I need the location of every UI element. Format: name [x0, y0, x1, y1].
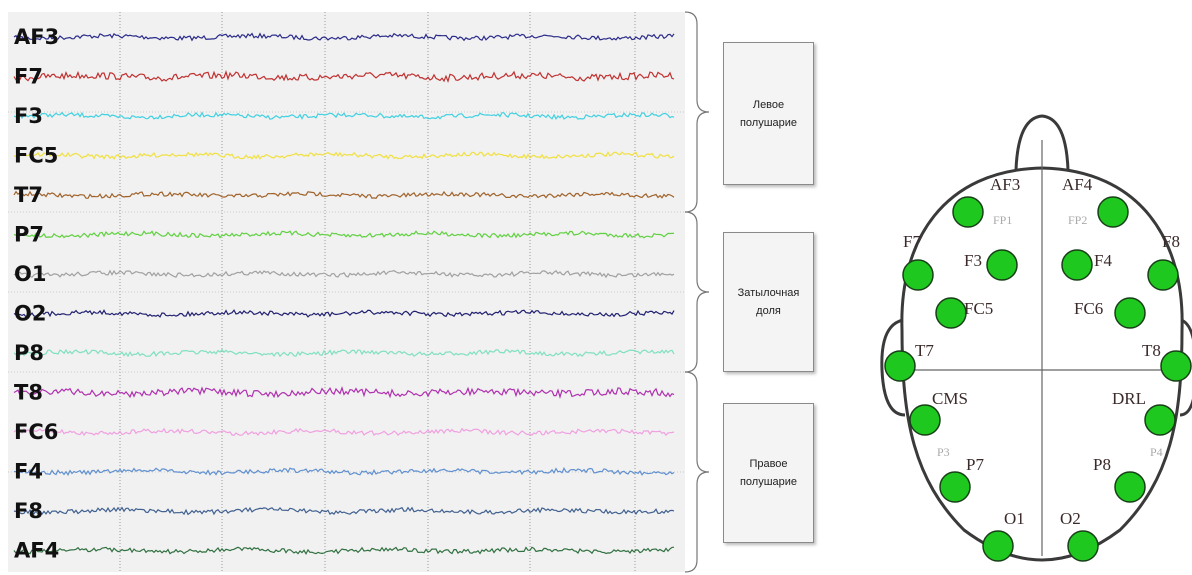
- eeg-trace: [13, 385, 675, 399]
- eeg-trace: [13, 467, 675, 477]
- eeg-trace: [13, 506, 675, 516]
- electrode-label: F3: [964, 251, 982, 270]
- electrode-label: F4: [1094, 251, 1112, 270]
- electrode: [1114, 297, 1146, 329]
- eeg-trace: [13, 69, 675, 84]
- eeg-trace: [13, 230, 674, 239]
- channel-label: T8: [14, 381, 43, 405]
- electrode: [1144, 404, 1176, 436]
- electrode: [986, 249, 1018, 281]
- electrode: [1114, 471, 1146, 503]
- eeg-trace: [13, 190, 675, 199]
- eeg-trace: [13, 111, 675, 120]
- channel-label: P8: [14, 341, 44, 365]
- group-label: Правое полушарие: [739, 458, 798, 488]
- traces: AF3 F7 F3 FC5 T7 P7 O1 O2 P8 T8 FC6 F4 F8 AF4: [13, 25, 675, 563]
- electrode-label: AF4: [1062, 175, 1093, 194]
- electrode: [1097, 196, 1129, 228]
- electrode: [982, 530, 1014, 562]
- channel-label: P7: [14, 223, 44, 247]
- electrode-label: T7: [915, 341, 934, 360]
- electrode-sublabel: P4: [1150, 445, 1163, 459]
- channel-label: T7: [14, 183, 43, 207]
- group-box: Затылочная доля: [723, 232, 814, 372]
- electrode: [1061, 249, 1093, 281]
- eeg-trace: [13, 348, 675, 358]
- electrode-label: F8: [1162, 232, 1180, 251]
- group-box: Правое полушарие: [723, 403, 814, 543]
- electrode-label: FC6: [1074, 299, 1103, 318]
- eeg-panel: [8, 12, 685, 572]
- group-label: Затылочная доля: [737, 287, 800, 317]
- electrode-label: DRL: [1112, 389, 1146, 408]
- electrode-label: AF3: [990, 175, 1020, 194]
- electrode-label: P7: [966, 455, 984, 474]
- eeg-trace: [13, 427, 675, 437]
- electrode-label: P8: [1093, 455, 1111, 474]
- electrode-sublabel: P3: [937, 445, 950, 459]
- electrode-label: F7: [903, 232, 921, 251]
- channel-label: F8: [14, 499, 43, 523]
- electrode-label: FC5: [964, 299, 993, 318]
- group-box: Левое полушарие: [723, 42, 814, 185]
- electrode: [1067, 530, 1099, 562]
- braces: [684, 11, 710, 573]
- channel-label: FC6: [14, 420, 58, 444]
- electrode: [1160, 350, 1192, 382]
- electrode-label: O2: [1060, 509, 1081, 528]
- grid: [8, 12, 685, 572]
- electrode: [1147, 259, 1179, 291]
- eeg-trace: [13, 269, 675, 279]
- head-outline: [880, 114, 1192, 562]
- electrode: [939, 471, 971, 503]
- channel-label: F7: [14, 65, 43, 89]
- electrode-sublabel: FP2: [1068, 213, 1087, 227]
- eeg-trace: [13, 151, 675, 160]
- eeg-trace: [13, 546, 675, 556]
- channel-label: O1: [14, 262, 46, 286]
- electrode: [884, 350, 916, 382]
- electrode-sublabel: FP1: [993, 213, 1012, 227]
- electrode: [909, 404, 941, 436]
- electrode-label: O1: [1004, 509, 1025, 528]
- channel-label: AF4: [14, 539, 59, 563]
- channel-label: AF3: [14, 25, 59, 49]
- channel-label: F4: [14, 460, 43, 484]
- eeg-trace: [13, 309, 675, 318]
- electrode-label: CMS: [932, 389, 968, 408]
- electrode-label: T8: [1142, 341, 1161, 360]
- electrode: [935, 297, 967, 329]
- group-label: Левое полушарие: [739, 98, 798, 129]
- channel-label: F3: [14, 104, 43, 128]
- eeg-trace: [13, 32, 675, 42]
- electrode: [902, 259, 934, 291]
- electrode: [952, 196, 984, 228]
- channel-label: FC5: [14, 144, 58, 168]
- channel-label: O2: [14, 302, 46, 326]
- electrodes: AF3 FP1 AF4 FP2 F7 F8 F3 F4 FC5 FC6 T7 T8 CMS P3 DRL P4…: [884, 175, 1192, 562]
